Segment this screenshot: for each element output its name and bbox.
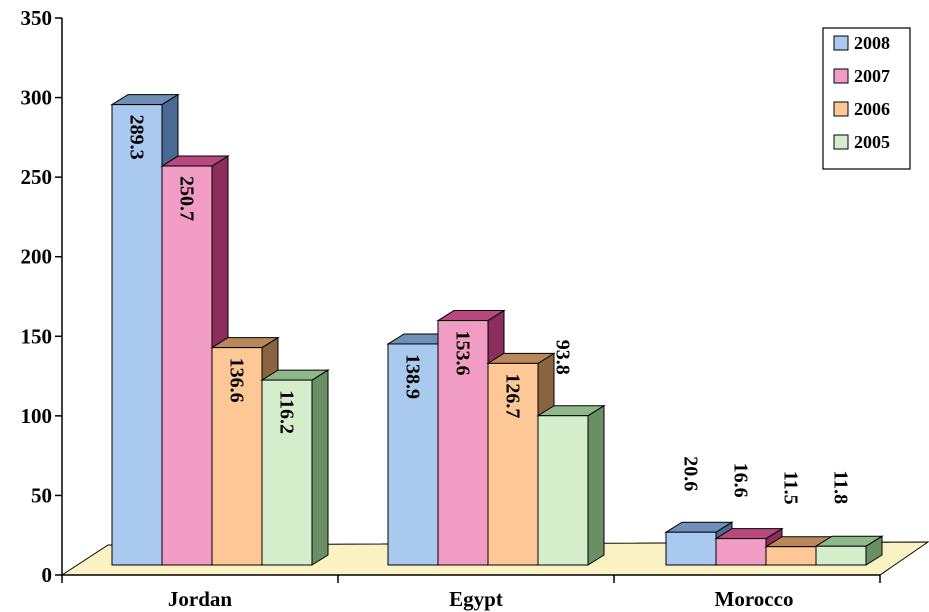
category-label: Egypt xyxy=(449,587,503,611)
legend-item-2006: 2006 xyxy=(833,99,890,119)
bar-front xyxy=(161,165,213,566)
chart-legend: 2008 2007 2006 2005 xyxy=(822,27,911,170)
legend-swatch xyxy=(833,35,849,51)
legend-item-2007: 2007 xyxy=(833,66,890,86)
bar-front xyxy=(487,362,539,566)
category-label: Morocco xyxy=(715,587,794,611)
value-label: 250.7 xyxy=(175,176,197,221)
value-label: 11.5 xyxy=(779,471,801,505)
bar-2005 xyxy=(814,535,884,566)
bar-front xyxy=(111,104,163,566)
bar-front xyxy=(261,379,313,566)
bar-front xyxy=(211,347,263,566)
bar-front xyxy=(815,545,867,566)
value-label: 16.6 xyxy=(729,463,751,498)
value-label: 93.8 xyxy=(551,340,573,375)
legend-label: 2005 xyxy=(854,132,890,152)
y-tick-label: 300 xyxy=(21,86,53,110)
y-tick-label: 100 xyxy=(21,404,53,428)
y-tick-label: 0 xyxy=(42,563,53,587)
chart-bars xyxy=(110,93,884,566)
bar-front xyxy=(537,415,589,566)
bar-side xyxy=(587,404,605,566)
value-label: 138.9 xyxy=(401,354,423,399)
chart-value-labels: 289.3 250.7 136.6 116.2 138.9 153.6 126.7 93.8 2… xyxy=(125,115,851,505)
bar-front xyxy=(765,546,817,566)
bar-2005 xyxy=(260,369,330,566)
value-label: 116.2 xyxy=(275,390,297,434)
legend-swatch xyxy=(833,101,849,117)
legend-label: 2008 xyxy=(854,33,890,53)
legend-swatch xyxy=(833,134,849,150)
y-tick-label: 250 xyxy=(21,165,53,189)
legend-item-2005: 2005 xyxy=(833,132,890,152)
value-label: 20.6 xyxy=(679,456,701,491)
bar-front xyxy=(437,320,489,566)
legend-label: 2007 xyxy=(854,66,890,86)
bar-front xyxy=(665,531,717,566)
y-tick-label: 150 xyxy=(21,324,53,348)
value-label: 126.7 xyxy=(501,373,523,418)
bar-front xyxy=(715,538,767,566)
category-label: Jordan xyxy=(168,587,233,611)
bar-2005 xyxy=(536,404,606,566)
chart-axes: 0 50 100 150 200 250 300 350 Jordan Egypt Morocco xyxy=(21,6,881,611)
value-label: 289.3 xyxy=(125,115,147,160)
bar-front xyxy=(387,343,439,566)
legend-swatch xyxy=(833,68,849,84)
y-tick-label: 50 xyxy=(31,483,52,507)
legend-label: 2006 xyxy=(854,99,890,119)
value-label: 11.8 xyxy=(829,470,851,504)
legend-item-2008: 2008 xyxy=(833,33,890,53)
y-tick-label: 200 xyxy=(21,245,53,269)
value-label: 136.6 xyxy=(225,358,247,403)
y-tick-label: 350 xyxy=(21,6,53,30)
bar-side xyxy=(311,369,329,566)
value-label: 153.6 xyxy=(451,331,473,376)
